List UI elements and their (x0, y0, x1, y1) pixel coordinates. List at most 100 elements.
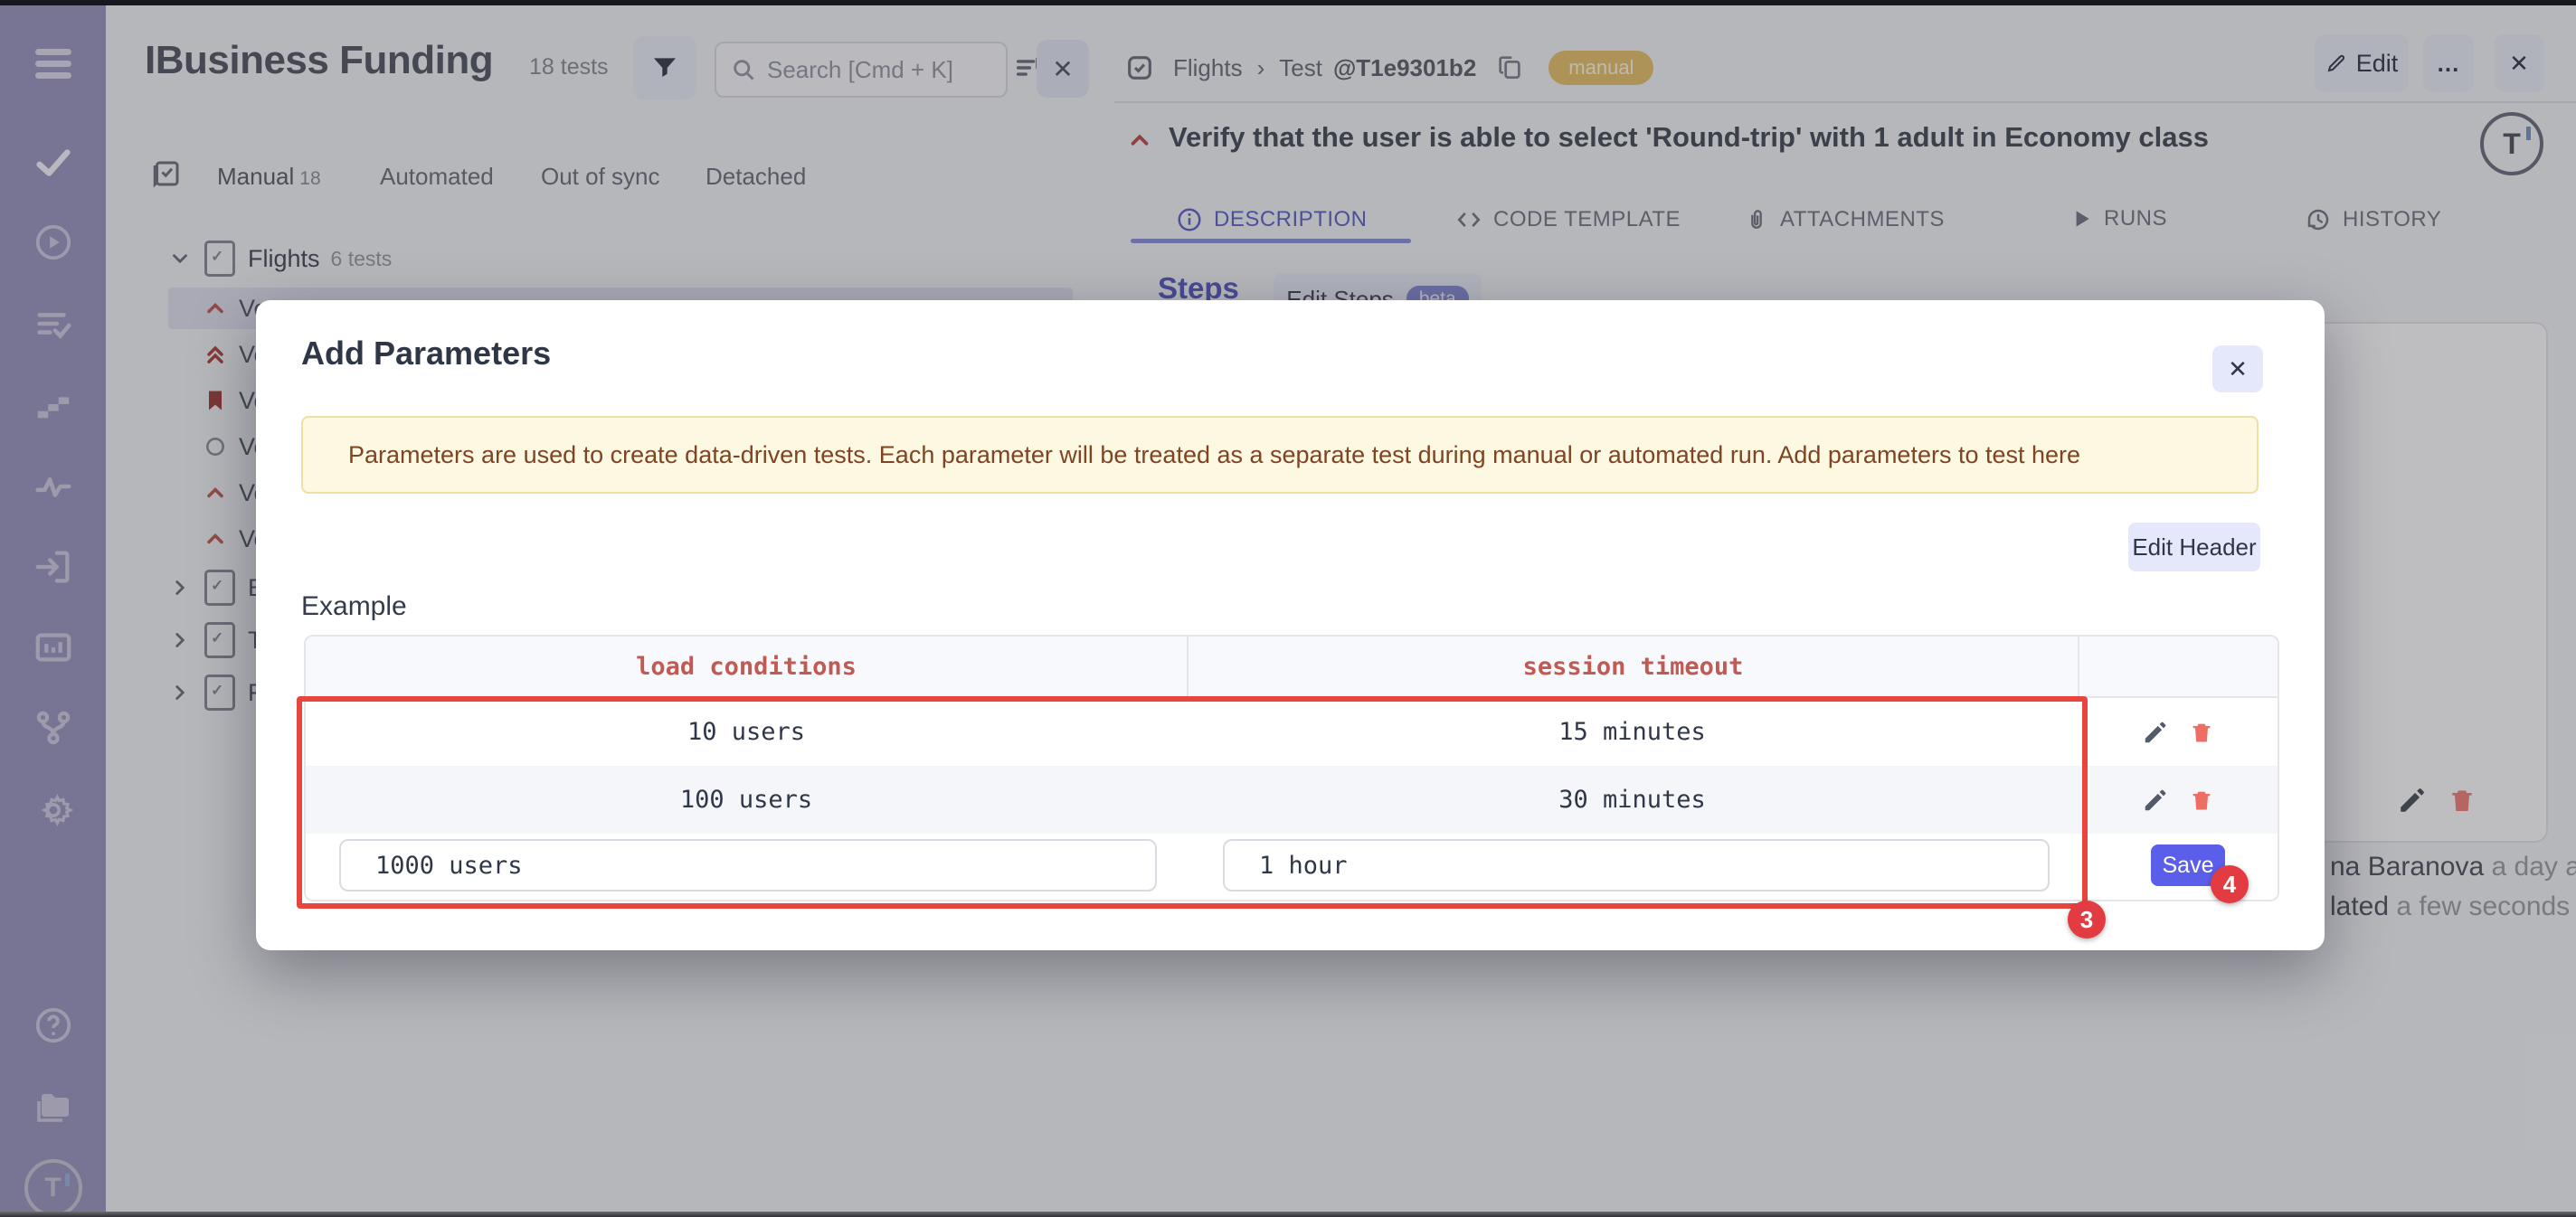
tab-attachments[interactable]: ATTACHMENTS (1744, 206, 1945, 233)
parameters-table: load conditions session timeout 10 users… (304, 635, 2279, 901)
tab-history[interactable]: HISTORY (2305, 206, 2441, 233)
suite-count: 6 tests (330, 246, 393, 270)
priority-highest-icon (207, 345, 223, 363)
close-panel-button[interactable]: ✕ (2494, 34, 2544, 92)
edit-button[interactable]: Edit (2315, 34, 2409, 92)
tests-count: 18 tests (529, 54, 609, 80)
top-screen-strip (0, 0, 2576, 5)
hamburger-menu-icon[interactable] (0, 38, 106, 89)
column-header: load conditions (636, 652, 857, 681)
bg-delete-trash-icon[interactable] (2448, 785, 2477, 820)
suite-doc-icon (204, 622, 235, 658)
sidebar: T (0, 5, 106, 1217)
new-param-input-session-timeout[interactable] (1223, 839, 2050, 892)
tab-code-template[interactable]: CODE TEMPLATE (1455, 206, 1681, 233)
bookmark-icon (209, 391, 222, 410)
settings-gear-icon[interactable] (0, 785, 106, 835)
projects-folders-icon[interactable] (0, 1083, 106, 1134)
filter-button[interactable] (633, 36, 696, 99)
table-row: 10 users 15 minutes (306, 698, 2278, 766)
test-plans-icon[interactable] (0, 298, 106, 349)
play-icon (2076, 211, 2089, 227)
close-icon: ✕ (2228, 354, 2248, 382)
bg-edit-pencil-icon[interactable] (2397, 785, 2428, 820)
import-signin-icon[interactable] (0, 542, 106, 592)
edit-row-pencil-icon[interactable] (2142, 719, 2169, 746)
paperclip-icon (1751, 210, 1762, 229)
activity-line-2: lated a few seconds ago (2330, 892, 2576, 921)
priority-high-icon (207, 303, 223, 314)
breadcrumb-separator: › (1256, 53, 1265, 81)
checklist-board-icon[interactable] (150, 157, 183, 194)
suite-doc-icon (204, 675, 235, 711)
example-label: Example (301, 591, 407, 621)
tab-detached[interactable]: Detached (706, 163, 807, 190)
suite-doc-icon (204, 570, 235, 606)
pulse-activity-icon[interactable] (0, 461, 106, 512)
git-branch-icon[interactable] (0, 703, 106, 753)
suite-doc-icon (204, 241, 235, 277)
delete-row-trash-icon[interactable] (2189, 719, 2214, 746)
annotation-step-4: 4 (2211, 865, 2249, 903)
cell-load-conditions: 10 users (687, 718, 806, 746)
info-banner-text: Parameters are used to create data-drive… (348, 440, 2081, 468)
test-title: Verify that the user is able to select '… (1169, 121, 2209, 153)
tab-out-of-sync[interactable]: Out of sync (541, 163, 660, 190)
copy-icon[interactable] (1496, 52, 1525, 84)
cell-session-timeout: 30 minutes (1558, 786, 1706, 814)
new-param-input-load-conditions[interactable] (339, 839, 1157, 892)
active-tab-underline (1131, 239, 1411, 243)
pencil-icon (2327, 54, 2344, 72)
info-icon (1178, 208, 1201, 231)
funnel-icon (654, 58, 676, 77)
more-button[interactable]: ... (2423, 34, 2474, 92)
breadcrumb: Flights › Test @T1e9301b2 manual (1124, 51, 1654, 85)
add-parameters-modal: Add Parameters ✕ Parameters are used to … (256, 300, 2325, 950)
breadcrumb-name: Test (1279, 53, 1322, 81)
cell-session-timeout: 15 minutes (1558, 718, 1706, 746)
edit-row-pencil-icon[interactable] (2142, 787, 2169, 814)
help-icon[interactable] (0, 1000, 106, 1051)
chevron-right-icon (175, 580, 185, 595)
close-icon: ✕ (2509, 49, 2529, 77)
analytics-chart-icon[interactable] (0, 622, 106, 673)
priority-high-icon (207, 487, 223, 498)
project-title: IBusiness Funding (145, 38, 494, 82)
tab-manual[interactable]: Manual 18 (217, 163, 321, 190)
tab-automated[interactable]: Automated (380, 163, 494, 190)
cell-load-conditions: 100 users (679, 786, 813, 814)
close-icon: ✕ (1052, 54, 1074, 83)
edit-header-button[interactable]: Edit Header (2128, 523, 2260, 571)
modal-title: Add Parameters (301, 335, 552, 372)
search-input[interactable] (765, 54, 986, 85)
suite-label: Flights (248, 244, 320, 272)
info-banner: Parameters are used to create data-drive… (301, 416, 2259, 494)
code-icon (1457, 212, 1481, 227)
table-row: 100 users 30 minutes (306, 766, 2278, 834)
activity-line-1: na Baranova a day ago (2330, 852, 2576, 882)
chevron-right-icon (175, 685, 185, 700)
annotation-highlight-box (297, 696, 2088, 909)
milestones-steps-icon[interactable] (0, 379, 106, 429)
annotation-step-3: 3 (2068, 901, 2106, 939)
modal-close-button[interactable]: ✕ (2212, 345, 2263, 392)
test-id: @T1e9301b2 (1332, 53, 1477, 81)
tree-root-flights[interactable]: Flights 6 tests (168, 239, 392, 278)
chevron-down-icon (173, 254, 187, 264)
breadcrumb-section[interactable]: Flights (1173, 53, 1243, 81)
ellipsis-icon: ... (2437, 49, 2460, 77)
delete-row-trash-icon[interactable] (2189, 787, 2214, 814)
steps-heading: Steps (1158, 271, 1239, 305)
search-box[interactable] (715, 42, 1008, 98)
priority-high-icon (1126, 127, 1153, 158)
runs-play-icon[interactable] (0, 217, 106, 268)
header-divider (1114, 101, 2576, 103)
tab-runs[interactable]: RUNS (2069, 206, 2167, 231)
tests-check-icon[interactable] (0, 137, 106, 188)
tab-description[interactable]: DESCRIPTION (1176, 206, 1368, 233)
search-icon (734, 60, 754, 80)
test-checkbox-icon (1128, 56, 1151, 80)
table-header-row: load conditions session timeout (306, 637, 2278, 698)
clear-search-button[interactable]: ✕ (1037, 40, 1089, 98)
